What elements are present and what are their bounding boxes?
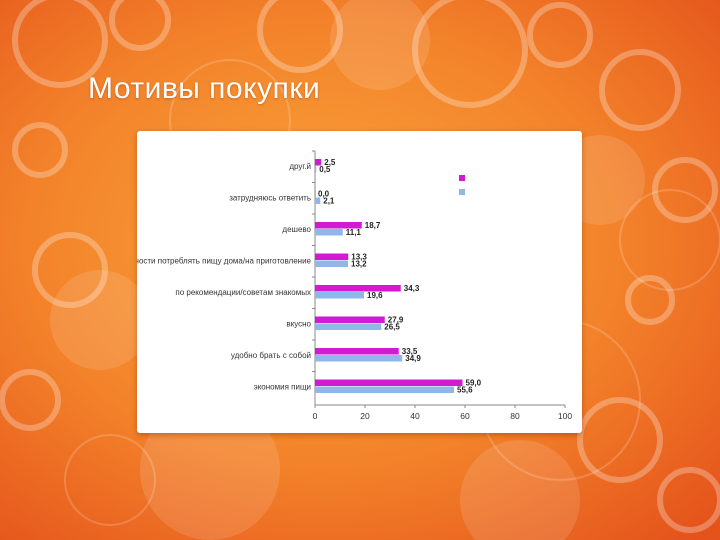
bar-series-2 [315,197,321,204]
data-label: 55,6 [457,386,473,395]
data-label: 18,7 [365,221,381,230]
x-tick-label: 100 [558,411,572,421]
bar-series-2 [315,166,317,173]
legend-swatch-1 [459,175,465,181]
data-label: 34,9 [405,354,421,363]
x-tick-label: 0 [313,411,318,421]
category-label: нет возможности потреблять пищу дома/на … [137,257,312,266]
data-label: 0,5 [319,165,331,174]
bar-series-1 [315,159,322,166]
x-tick-label: 80 [510,411,520,421]
bar-chart: друг.й 2,50,5 затрудняюсь ответить 0,02,1 де… [137,150,572,421]
data-label: 13,2 [351,260,367,269]
data-label: 11,1 [346,228,362,237]
x-tick-label: 40 [410,411,420,421]
data-label: 2,5 [324,158,336,167]
data-label: 2,1 [323,197,335,206]
data-label: 19,6 [367,291,383,300]
data-label: 0,0 [318,190,330,199]
data-label: 59,0 [466,379,482,388]
bar-series-1 [315,190,316,197]
category-label: экономия пищи [254,383,311,392]
bar-series-2 [315,260,348,267]
bar-series-2 [315,355,403,362]
bar-series-2 [315,323,382,330]
category-label: дешево [282,225,311,234]
category-label: затрудняюсь ответить [229,194,311,203]
category-label: по рекомендации/советам знакомых [175,288,311,297]
data-label: 13,3 [351,253,367,262]
legend-swatch-2 [459,189,465,195]
bar-series-2 [315,292,364,299]
bar-series-2 [315,229,343,236]
bar-series-2 [315,386,454,393]
x-tick-label: 60 [460,411,470,421]
slide-title: Мотивы покупки [88,72,321,105]
bar-series-1 [315,222,362,229]
chart-panel: друг.й 2,5 0,5 затрудняюсь ответить 0,0 2,1 де… [137,131,582,433]
category-label: вкусно [286,320,311,329]
x-tick-label: 20 [360,411,370,421]
category-label: удобно брать с собой [231,351,311,360]
data-label: 34,3 [404,284,420,293]
category-label: друг.й [289,162,311,171]
bar-series-1 [315,285,401,292]
data-label: 26,5 [384,323,400,332]
data-label: 33,5 [402,347,418,356]
bar-series-1 [315,348,399,355]
data-label: 27,9 [388,316,404,325]
bar-series-1 [315,316,385,323]
bar-series-1 [315,379,463,386]
bar-series-1 [315,253,349,260]
